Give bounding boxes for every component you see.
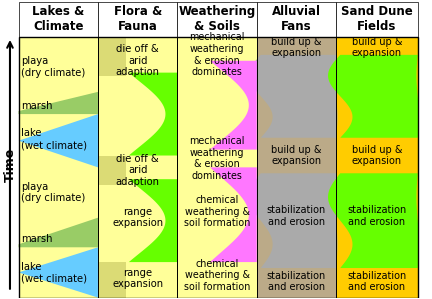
- Bar: [19, 37, 98, 298]
- Text: die off &
arid
adaption: die off & arid adaption: [116, 44, 160, 77]
- Text: range
expansion: range expansion: [112, 207, 163, 228]
- Text: lake
(wet climate): lake (wet climate): [21, 129, 87, 150]
- Text: marsh: marsh: [21, 101, 52, 111]
- Bar: [257, 1, 336, 37]
- Bar: [19, 37, 98, 298]
- Bar: [19, 37, 418, 298]
- Bar: [257, 37, 336, 298]
- Text: Flora &
Fauna: Flora & Fauna: [114, 5, 162, 33]
- Bar: [178, 1, 257, 37]
- Text: stabilization
and erosion: stabilization and erosion: [267, 205, 326, 227]
- Polygon shape: [210, 61, 257, 150]
- Polygon shape: [249, 173, 337, 268]
- Polygon shape: [328, 173, 419, 268]
- Bar: [98, 155, 126, 185]
- Text: stabilization
and erosion: stabilization and erosion: [267, 271, 326, 292]
- Text: build up &
expansion: build up & expansion: [271, 37, 322, 58]
- Text: chemical
weathering &
soil formation: chemical weathering & soil formation: [184, 195, 250, 228]
- Polygon shape: [19, 218, 98, 247]
- Bar: [98, 1, 178, 37]
- Bar: [257, 37, 336, 298]
- Text: marsh: marsh: [21, 234, 52, 244]
- Bar: [336, 1, 418, 37]
- Bar: [178, 37, 257, 298]
- Text: Lakes &
Climate: Lakes & Climate: [32, 5, 84, 33]
- Text: build up &
expansion: build up & expansion: [352, 37, 402, 58]
- Bar: [98, 37, 178, 298]
- Bar: [19, 1, 98, 37]
- Bar: [98, 262, 126, 298]
- Bar: [98, 37, 126, 76]
- Text: Sand Dune
Fields: Sand Dune Fields: [341, 5, 413, 33]
- Text: Weathering
& Soils: Weathering & Soils: [178, 5, 256, 33]
- Polygon shape: [328, 55, 419, 138]
- Text: stabilization
and erosion: stabilization and erosion: [347, 271, 407, 292]
- Polygon shape: [249, 55, 337, 138]
- Bar: [98, 37, 178, 298]
- Bar: [19, 37, 98, 298]
- Text: mechanical
weathering
& erosion
dominates: mechanical weathering & erosion dominate…: [189, 33, 245, 77]
- Polygon shape: [19, 247, 98, 298]
- Text: build up &
expansion: build up & expansion: [352, 145, 402, 166]
- Bar: [336, 37, 418, 298]
- Text: chemical
weathering &
soil formation: chemical weathering & soil formation: [184, 259, 250, 292]
- Text: playa
(dry climate): playa (dry climate): [21, 182, 85, 203]
- Polygon shape: [129, 73, 178, 155]
- Bar: [336, 37, 418, 298]
- Text: playa
(dry climate): playa (dry climate): [21, 56, 85, 77]
- Bar: [178, 37, 257, 298]
- Text: stabilization
and erosion: stabilization and erosion: [347, 205, 407, 227]
- Polygon shape: [19, 92, 98, 114]
- Bar: [178, 37, 257, 298]
- Bar: [98, 37, 178, 298]
- Bar: [257, 37, 336, 298]
- Text: Time: Time: [3, 147, 16, 181]
- Bar: [336, 37, 418, 298]
- Polygon shape: [210, 167, 257, 262]
- Polygon shape: [19, 114, 98, 167]
- Text: Alluvial
Fans: Alluvial Fans: [272, 5, 321, 33]
- Text: build up &
expansion: build up & expansion: [271, 145, 322, 166]
- Polygon shape: [129, 179, 178, 262]
- Text: die off &
arid
adaption: die off & arid adaption: [116, 154, 160, 187]
- Text: lake
(wet climate): lake (wet climate): [21, 262, 87, 283]
- Text: range
expansion: range expansion: [112, 268, 163, 289]
- Text: mechanical
weathering
& erosion
dominates: mechanical weathering & erosion dominate…: [189, 136, 245, 181]
